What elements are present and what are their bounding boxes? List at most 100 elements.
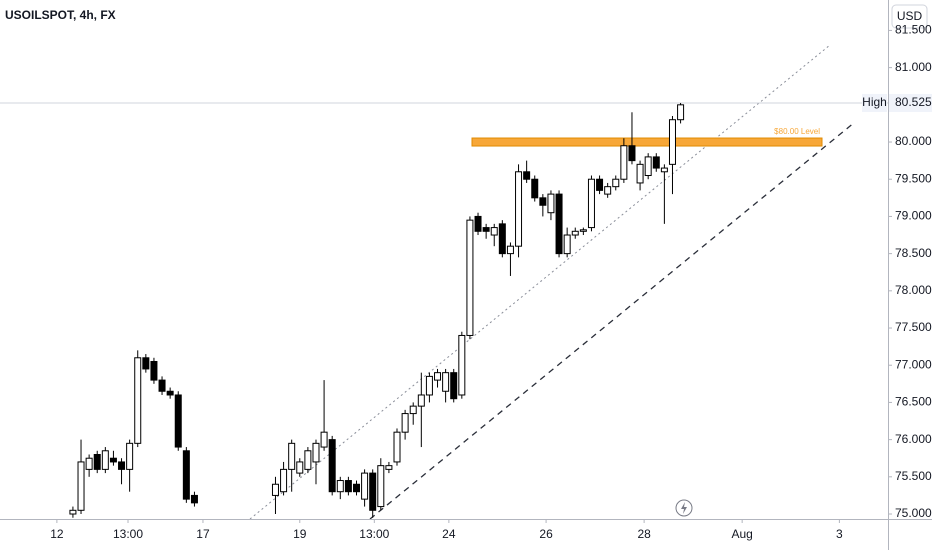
candle-body bbox=[271, 483, 279, 496]
candle-body bbox=[677, 104, 685, 121]
candle-body bbox=[158, 379, 166, 392]
candle-body bbox=[498, 223, 506, 255]
candle-body bbox=[612, 178, 620, 188]
currency-button[interactable] bbox=[891, 4, 928, 29]
x-tick-label: 12 bbox=[50, 527, 64, 541]
y-tick-label: 78.500 bbox=[895, 246, 932, 260]
candle-body bbox=[571, 230, 579, 236]
candle-body bbox=[93, 453, 101, 470]
candle-body bbox=[466, 219, 474, 336]
price-label: 80.525 bbox=[895, 95, 932, 109]
x-tick-label: 3 bbox=[836, 527, 843, 541]
candle-body bbox=[579, 229, 587, 232]
y-tick-label: 77.500 bbox=[895, 320, 932, 334]
candle-body bbox=[531, 178, 539, 199]
y-tick-label: 76.000 bbox=[895, 432, 932, 446]
candle-body bbox=[352, 483, 360, 493]
high-label: High bbox=[862, 95, 887, 109]
candle-body bbox=[101, 450, 109, 470]
candle-body bbox=[118, 461, 126, 470]
candle-body bbox=[166, 390, 174, 396]
candle-body bbox=[628, 145, 636, 162]
candle-body bbox=[150, 360, 158, 381]
candle-body bbox=[126, 442, 134, 470]
y-tick-label: 75.000 bbox=[895, 506, 932, 520]
trend-line bbox=[369, 121, 856, 520]
candle-body bbox=[409, 405, 417, 415]
candle-body bbox=[312, 442, 320, 463]
y-tick-label: 79.000 bbox=[895, 209, 932, 223]
candle-body bbox=[417, 394, 425, 407]
candle-body bbox=[182, 450, 190, 500]
candle-body bbox=[385, 465, 393, 470]
x-tick-label: Aug bbox=[731, 527, 752, 541]
candle-body bbox=[515, 171, 523, 247]
candle-body bbox=[596, 178, 604, 191]
candle-body bbox=[434, 372, 442, 381]
candle-body bbox=[490, 227, 498, 236]
candle-body bbox=[555, 193, 563, 255]
candle-body bbox=[539, 197, 547, 206]
candle-body bbox=[474, 215, 482, 232]
candle-body bbox=[644, 156, 652, 177]
x-tick-label: 28 bbox=[637, 527, 651, 541]
candle-body bbox=[377, 465, 385, 508]
candle-body bbox=[369, 472, 377, 511]
candle-body bbox=[401, 413, 409, 433]
trend-line bbox=[249, 44, 831, 520]
y-tick-label: 79.500 bbox=[895, 171, 932, 185]
candle-body bbox=[458, 334, 466, 396]
candle-body bbox=[296, 461, 304, 474]
candle-body bbox=[69, 509, 77, 515]
price-label-box bbox=[889, 93, 932, 112]
candle-body bbox=[320, 431, 328, 448]
y-tick-label: 78.000 bbox=[895, 283, 932, 297]
candle-body bbox=[652, 156, 660, 169]
currency-label[interactable]: USD bbox=[897, 9, 923, 23]
candle-body bbox=[328, 439, 336, 493]
candle-body bbox=[344, 480, 352, 493]
y-tick-label: 81.000 bbox=[895, 60, 932, 74]
x-tick-label: 17 bbox=[196, 527, 210, 541]
candle-body bbox=[668, 119, 676, 165]
candle-body bbox=[304, 450, 312, 470]
candle-body bbox=[134, 357, 142, 444]
candle-body bbox=[109, 457, 117, 463]
candle-body bbox=[174, 394, 182, 448]
x-tick-label: 26 bbox=[539, 527, 553, 541]
candle-body bbox=[85, 457, 93, 470]
y-tick-label: 81.500 bbox=[895, 23, 932, 37]
candle-body bbox=[482, 227, 490, 232]
candle-body bbox=[361, 472, 369, 500]
candle-body bbox=[425, 375, 433, 396]
candle-body bbox=[620, 145, 628, 180]
y-tick-label: 80.000 bbox=[895, 134, 932, 148]
candle-body bbox=[442, 372, 450, 392]
candle-body bbox=[288, 442, 296, 470]
candle-body bbox=[547, 193, 555, 214]
candle-body bbox=[604, 186, 612, 195]
candle-body bbox=[660, 167, 668, 173]
level-zone bbox=[471, 137, 823, 147]
x-tick-label: 13:00 bbox=[113, 527, 143, 541]
candle-body bbox=[280, 468, 288, 493]
y-tick-label: 75.500 bbox=[895, 469, 932, 483]
candle-body bbox=[393, 431, 401, 463]
candle-body bbox=[142, 357, 150, 370]
candle-body bbox=[336, 480, 344, 493]
candle-body bbox=[523, 171, 531, 180]
high-label-box bbox=[862, 93, 887, 112]
y-tick-label: 76.500 bbox=[895, 395, 932, 409]
x-tick-label: 24 bbox=[442, 527, 456, 541]
x-tick-label: 19 bbox=[293, 527, 307, 541]
candle-body bbox=[450, 372, 458, 400]
candle-body bbox=[190, 494, 198, 504]
candle-body bbox=[587, 178, 595, 229]
level-label: $80.00 Level bbox=[774, 127, 820, 136]
candle-body bbox=[563, 234, 571, 255]
y-tick-label: 77.000 bbox=[895, 357, 932, 371]
candle-body bbox=[506, 245, 514, 255]
chart-title: USOILSPOT, 4h, FX bbox=[5, 8, 116, 22]
x-tick-label: 13:00 bbox=[359, 527, 389, 541]
